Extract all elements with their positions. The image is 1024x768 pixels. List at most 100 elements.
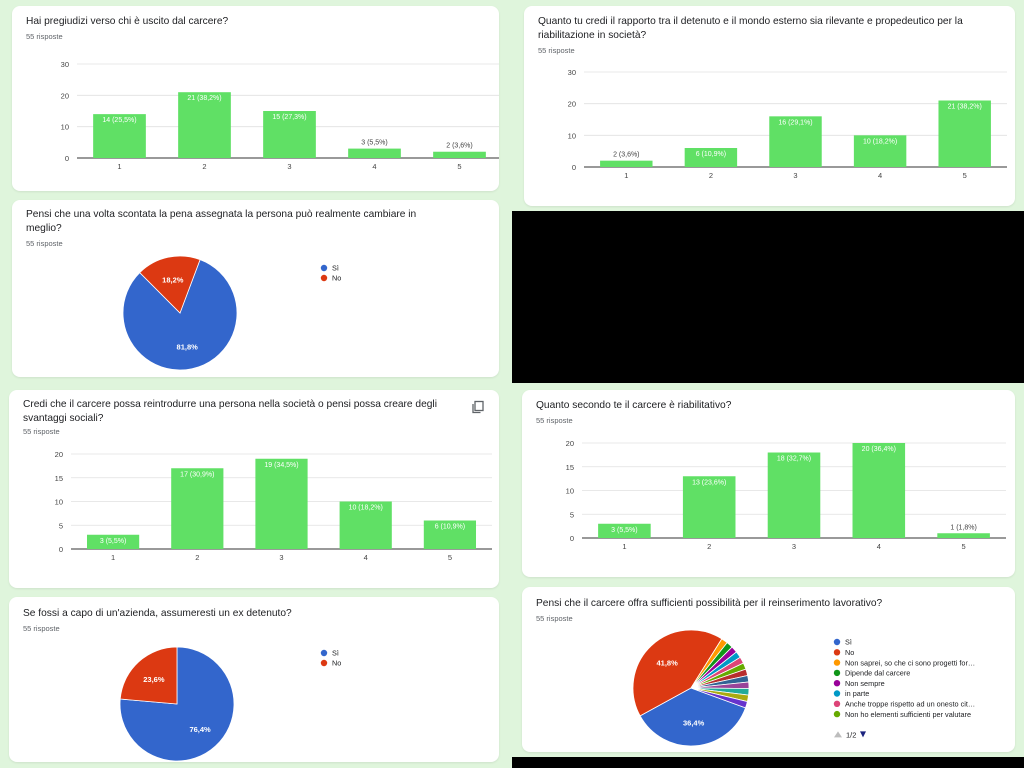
question-title: Se fossi a capo di un'azienda, assumeres… [23, 608, 292, 619]
legend-marker [833, 669, 841, 677]
data-label: 18 (32,7%) [777, 456, 811, 463]
data-label: 3 (5,5%) [100, 538, 126, 545]
data-label: 3 (5,5%) [611, 527, 637, 534]
pagination-label: 1/2 [846, 730, 856, 739]
response-count: 55 risposte [26, 239, 63, 248]
x-tick-label: 3 [793, 171, 797, 180]
x-tick-label: 2 [195, 553, 199, 562]
data-label: 3 (5,5%) [361, 140, 387, 147]
x-tick-label: 5 [448, 553, 452, 562]
y-tick-label: 0 [65, 154, 69, 163]
slice-label: 81,8% [177, 342, 199, 351]
question-title: Quanto secondo te il carcere è riabilita… [536, 400, 732, 411]
legend-label: Dipende dal carcere [845, 669, 910, 678]
x-tick-label: 5 [457, 162, 461, 171]
bar [93, 114, 146, 158]
question-title: Pensi che il carcere offra sufficienti p… [536, 598, 883, 609]
question-title: Pensi che una volta scontata la pena ass… [26, 209, 417, 234]
legend-marker [833, 649, 841, 656]
y-tick-label: 5 [570, 510, 574, 519]
legend-marker [833, 680, 841, 687]
copy-icon[interactable] [471, 400, 485, 414]
legend-marker [833, 710, 841, 718]
response-count: 55 risposte [23, 427, 60, 436]
x-tick-label: 1 [111, 553, 115, 562]
bar [263, 111, 316, 158]
pie-slice [139, 255, 201, 314]
question-card-q3: Pensi che una volta scontata la pena ass… [12, 200, 499, 377]
question-card-q5: Quanto secondo te il carcere è riabilita… [522, 390, 1015, 577]
bar [178, 92, 231, 158]
bar [433, 151, 486, 158]
legend-label: No [332, 274, 341, 283]
x-tick-label: 4 [878, 171, 882, 180]
bar [86, 534, 140, 549]
data-label: 2 (3,6%) [613, 152, 639, 159]
legend-label: in parte [845, 689, 869, 698]
bar-chart: 0 5 10 15 20 3 (5,5%) 1 17 (30,9%) 2 19 (34,5%) 3 1… [55, 450, 492, 562]
y-tick-label: 15 [55, 474, 63, 483]
slice-label: 41,8% [656, 659, 678, 668]
slice-label: 18,2% [162, 276, 184, 285]
bar [852, 443, 906, 538]
legend-marker [833, 659, 841, 666]
data-label: 16 (29,1%) [778, 119, 812, 126]
data-label: 21 (38,2%) [187, 95, 221, 102]
bar [853, 135, 907, 167]
y-tick-label: 20 [55, 450, 63, 459]
redacted-area [512, 211, 1024, 383]
bar [255, 458, 308, 549]
y-tick-label: 10 [55, 498, 63, 507]
legend-label: No [332, 659, 341, 668]
question-title: Credi che il carcere possa reintrodurre … [23, 399, 437, 424]
legend-marker [833, 700, 841, 707]
data-label: 6 (10,9%) [435, 524, 465, 531]
data-label: 10 (18,2%) [863, 138, 897, 145]
response-count: 55 risposte [23, 624, 60, 633]
bar [598, 523, 651, 538]
next-page-icon[interactable] [860, 731, 866, 738]
pie-slice [119, 646, 178, 705]
y-tick-label: 20 [61, 91, 69, 100]
legend-label: Non saprei, so che ci sono progetti for… [845, 658, 975, 667]
y-tick-label: 30 [61, 60, 69, 69]
y-tick-label: 0 [572, 163, 576, 172]
data-label: 20 (36,4%) [862, 446, 896, 453]
question-title: Quanto tu credi il rapporto tra il deten… [538, 16, 963, 41]
bar [171, 468, 224, 549]
bar [938, 100, 991, 167]
y-tick-label: 20 [568, 100, 576, 109]
question-title: Hai pregiudizi verso chi è uscito dal ca… [26, 16, 229, 27]
response-count: 55 risposte [26, 32, 63, 41]
y-tick-label: 20 [566, 439, 574, 448]
legend-marker [833, 638, 841, 646]
x-tick-label: 1 [624, 171, 628, 180]
data-label: 13 (23,6%) [692, 479, 726, 486]
question-card-q1: Hai pregiudizi verso chi è uscito dal ca… [12, 6, 499, 191]
redacted-area-bottom [512, 757, 1024, 768]
question-card-q6: Se fossi a capo di un'azienda, assumeres… [9, 597, 499, 762]
y-tick-label: 30 [568, 68, 576, 77]
legend-marker [320, 264, 328, 272]
bar [767, 452, 821, 538]
bar [348, 148, 401, 158]
legend-marker [320, 274, 328, 282]
x-tick-label: 4 [877, 542, 881, 551]
x-tick-label: 2 [709, 171, 713, 180]
slice-label: 76,4% [189, 725, 211, 734]
bar-chart: 0 5 10 15 20 3 (5,5%) 1 13 (23,6%) 2 18 (32,7%) 3 2… [566, 439, 1006, 551]
question-card-q4: Credi che il carcere possa reintrodurre … [9, 390, 499, 588]
y-tick-label: 0 [570, 534, 574, 543]
data-label: 6 (10,9%) [696, 151, 726, 158]
y-tick-label: 5 [59, 521, 63, 530]
x-tick-label: 3 [792, 542, 796, 551]
x-tick-label: 2 [202, 162, 206, 171]
data-label: 21 (38,2%) [948, 104, 982, 111]
legend-label: Non ho elementi sufficienti per valutare [845, 710, 971, 719]
bar [769, 116, 822, 167]
x-tick-label: 5 [962, 542, 966, 551]
response-count: 55 risposte [536, 416, 573, 425]
bar [682, 476, 736, 538]
bar [600, 160, 653, 167]
